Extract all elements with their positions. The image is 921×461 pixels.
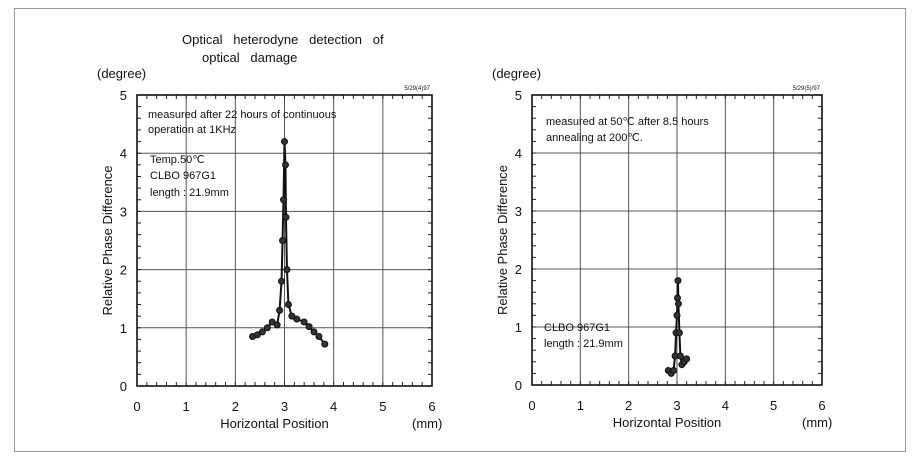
annotation: annealing at 200℃. (546, 132, 643, 144)
data-point (279, 237, 287, 244)
x-tick-label: 2 (232, 399, 239, 414)
plot-area-border (136, 94, 433, 387)
annotation: operation at 1KHz (148, 124, 236, 136)
y-tick-label: 4 (515, 146, 522, 161)
y-tick-label: 1 (515, 320, 522, 335)
annotation: CLBO 967G1 (544, 322, 610, 334)
data-point (283, 266, 291, 274)
y-tick-label: 3 (120, 204, 127, 219)
data-line (252, 141, 326, 345)
data-point (282, 213, 290, 221)
plot-area-border (531, 94, 823, 386)
y-unit-label: (degree) (492, 66, 541, 81)
x-tick-label: 1 (577, 398, 584, 413)
date-stamp: 5/29(4)97 (404, 86, 430, 92)
title-line-1: Optical heterodyne detection of (182, 32, 384, 47)
x-tick-label: 2 (625, 398, 632, 413)
data-point (281, 161, 289, 169)
data-point (281, 138, 288, 146)
data-point (278, 277, 286, 285)
x-axis-label: Horizontal Position (220, 416, 328, 431)
x-tick-label: 5 (379, 399, 386, 414)
x-axis-label: Horizontal Position (613, 415, 721, 430)
y-unit-label: (degree) (97, 66, 146, 81)
y-tick-label: 3 (515, 204, 522, 219)
data-point (675, 329, 683, 337)
annotation: Temp.50℃ (150, 154, 205, 166)
data-point (321, 340, 329, 348)
x-tick-label: 4 (330, 399, 337, 414)
data-point (263, 324, 271, 332)
x-tick-label: 0 (528, 398, 535, 413)
x-tick-label: 0 (133, 399, 140, 414)
data-point (310, 328, 318, 336)
x-unit-label: (mm) (802, 415, 832, 430)
data-point (258, 328, 266, 336)
figure-frame (14, 8, 906, 452)
data-point (305, 323, 313, 331)
data-point (673, 294, 681, 302)
data-point (315, 333, 323, 341)
date-stamp: 5/29(5)/97 (793, 86, 821, 92)
annotation: measured at 50℃ after 8.5 hours (546, 116, 709, 128)
y-axis-label: Relative Phase Difference (100, 165, 115, 315)
annotation: length : 21.9mm (150, 187, 229, 199)
data-point (284, 301, 292, 309)
data-point (276, 306, 284, 314)
data-point (273, 321, 281, 329)
x-tick-label: 3 (281, 399, 288, 414)
y-tick-label: 5 (515, 88, 522, 103)
y-tick-label: 0 (120, 379, 127, 394)
title-line-2: optical damage (202, 50, 297, 65)
data-point (673, 311, 681, 319)
x-tick-label: 1 (183, 399, 190, 414)
data-point (674, 300, 682, 308)
data-point (280, 196, 288, 204)
data-point (676, 352, 684, 360)
data-point (683, 355, 691, 363)
x-tick-label: 5 (770, 398, 777, 413)
x-tick-label: 6 (818, 398, 825, 413)
data-point (670, 367, 678, 374)
annotation: length : 21.9mm (544, 338, 623, 350)
x-tick-label: 6 (428, 399, 435, 414)
data-point (674, 277, 682, 285)
x-tick-label: 4 (722, 398, 729, 413)
annotation: CLBO 967G1 (150, 170, 216, 182)
y-tick-label: 5 (120, 88, 127, 103)
x-unit-label: (mm) (412, 416, 442, 431)
y-tick-label: 2 (120, 263, 127, 278)
y-tick-label: 4 (120, 146, 127, 161)
y-tick-label: 2 (515, 262, 522, 277)
annotation: measured after 22 hours of continuous (148, 109, 337, 121)
x-tick-label: 3 (673, 398, 680, 413)
y-tick-label: 0 (515, 378, 522, 393)
data-point (300, 318, 308, 326)
data-point (293, 315, 301, 323)
y-axis-label: Relative Phase Difference (495, 165, 510, 315)
y-tick-label: 1 (120, 321, 127, 336)
